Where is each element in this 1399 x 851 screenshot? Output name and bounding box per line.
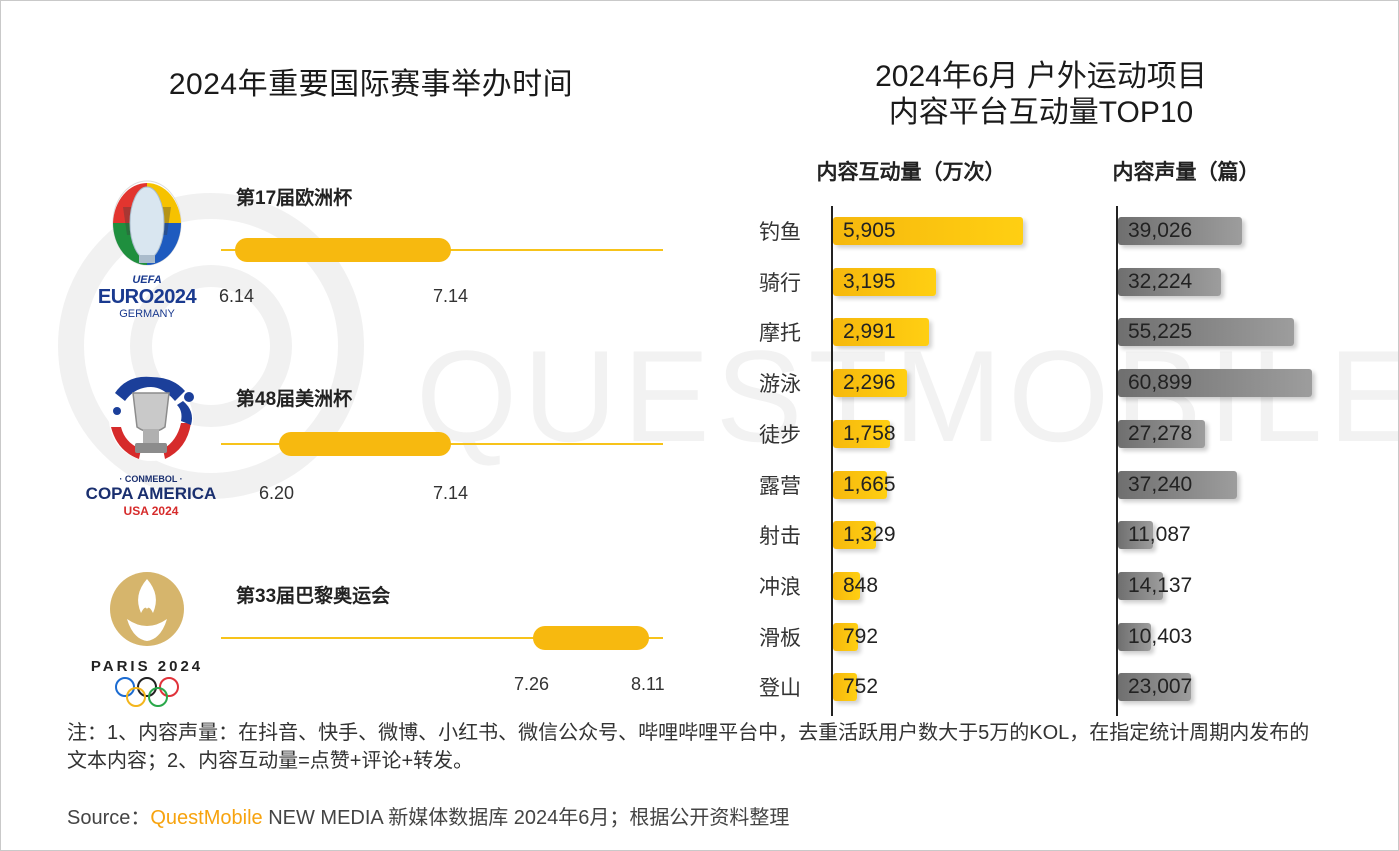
start-date-euro: 6.14 — [219, 286, 255, 306]
value-label-volume: 39,026 — [1128, 219, 1193, 242]
event-name-copa: 第48届美洲杯 — [236, 389, 353, 410]
paris-logo-line-1: PARIS 2024 — [90, 658, 204, 675]
value-label-interaction: 1,329 — [843, 523, 896, 547]
bar-interaction — [833, 571, 860, 600]
source-brand: QuestMobile — [150, 807, 263, 829]
end-date-euro: 7.14 — [433, 286, 469, 306]
start-date-paris: 7.26 — [514, 674, 550, 694]
bar-volume — [1118, 673, 1191, 702]
euro-logo-line-3: GERMANY — [119, 308, 175, 320]
bar-volume — [1118, 622, 1151, 651]
copa-logo-line-2: COPA AMERICA — [85, 484, 217, 503]
axis-volume — [1116, 206, 1118, 716]
value-label-interaction: 848 — [843, 573, 879, 597]
value-label-volume: 11,087 — [1128, 523, 1191, 547]
value-label-interaction: 2,296 — [843, 371, 896, 395]
bar-volume — [1118, 318, 1294, 347]
series-header-interaction: 内容互动量（万次） — [816, 161, 1006, 184]
end-date-paris: 8.11 — [631, 674, 665, 694]
bar-interaction — [833, 673, 857, 702]
timeline-track-paris — [221, 637, 663, 639]
copa-logo-line-1: · CONMEBOL · — [119, 474, 183, 484]
category-label: 骑行 — [759, 271, 801, 295]
category-label: 登山 — [759, 677, 801, 701]
bar-volume — [1118, 419, 1205, 448]
value-label-volume: 27,278 — [1128, 421, 1193, 445]
olympic-rings-icon — [115, 677, 179, 707]
timeline-period-paris — [533, 626, 649, 650]
chart-title-line-2: 内容平台互动量TOP10 — [888, 96, 1194, 129]
copa-america-logo: · CONMEBOL · COPA AMERICA USA 2024 — [83, 371, 219, 521]
bar-volume — [1118, 369, 1312, 398]
value-label-interaction: 5,905 — [843, 219, 896, 242]
copa-america-trophy-icon — [109, 376, 194, 461]
paris-2024-logo: PARIS 2024 — [87, 569, 207, 709]
value-label-volume: 37,240 — [1128, 472, 1193, 496]
source-line: Source：QuestMobile NEW MEDIA 新媒体数据库 2024… — [67, 801, 789, 830]
source-prefix: Source： — [67, 807, 151, 829]
category-label: 摩托 — [759, 322, 801, 346]
value-label-volume: 55,225 — [1128, 320, 1193, 344]
event-name-paris: 第33届巴黎奥运会 — [236, 586, 391, 607]
bar-volume — [1118, 470, 1237, 499]
bar-interaction — [833, 318, 929, 347]
category-label: 游泳 — [759, 373, 801, 397]
bar-interaction — [833, 217, 1023, 245]
event-name-euro: 第17届欧洲杯 — [236, 188, 353, 209]
end-date-copa: 7.14 — [433, 483, 469, 503]
source-rest: NEW MEDIA 新媒体数据库 2024年6月；根据公开资料整理 — [262, 807, 790, 829]
euro-2024-trophy-icon — [112, 180, 182, 266]
euro-logo-line-2: EURO2024 — [97, 286, 197, 308]
euro-logo-line-1: UEFA — [132, 274, 162, 286]
chart-title: 2024年6月 户外运动项目 内容平台互动量TOP10 — [781, 59, 1301, 131]
footnote: 注：1、内容声量：在抖音、快手、微博、小红书、微信公众号、哔哩哔哩平台中，去重活… — [67, 722, 1310, 772]
bar-interaction — [833, 419, 890, 448]
value-label-volume: 60,899 — [1128, 371, 1193, 395]
bar-volume — [1118, 267, 1221, 296]
category-label: 露营 — [759, 474, 801, 498]
bar-interaction — [833, 470, 887, 499]
bar-interaction — [833, 267, 936, 296]
category-label: 徒步 — [759, 423, 801, 447]
value-label-volume: 10,403 — [1128, 624, 1193, 648]
bar-volume — [1118, 217, 1242, 245]
category-label: 射击 — [759, 525, 801, 549]
value-label-volume: 14,137 — [1128, 573, 1193, 597]
value-label-interaction: 3,195 — [843, 269, 896, 293]
paris-2024-flame-icon — [110, 572, 184, 646]
value-label-interaction: 1,665 — [843, 472, 896, 496]
bar-interaction — [833, 622, 858, 651]
series-header-volume: 内容声量（篇） — [1112, 161, 1260, 184]
axis-interaction — [831, 206, 833, 716]
timeline-period-copa — [279, 432, 451, 456]
start-date-copa: 6.20 — [259, 483, 295, 503]
bar-volume — [1118, 521, 1153, 550]
euro-2024-logo: UEFA EURO2024 GERMANY — [87, 177, 207, 322]
value-label-interaction: 2,991 — [843, 320, 896, 344]
copa-logo-line-3: USA 2024 — [123, 504, 179, 518]
value-label-volume: 32,224 — [1128, 269, 1193, 293]
category-label: 冲浪 — [759, 575, 801, 599]
value-label-interaction: 1,758 — [843, 421, 896, 445]
value-label-interaction: 752 — [843, 675, 879, 699]
timeline-title: 2024年重要国际赛事举办时间 — [168, 68, 574, 101]
value-label-interaction: 792 — [843, 624, 879, 648]
category-label: 滑板 — [759, 626, 801, 650]
bar-volume — [1118, 571, 1163, 600]
value-label-volume: 23,007 — [1128, 675, 1193, 699]
chart-title-line-1: 2024年6月 户外运动项目 — [875, 60, 1207, 93]
bar-interaction — [833, 521, 876, 550]
bar-interaction — [833, 369, 907, 398]
category-label: 钓鱼 — [759, 221, 801, 244]
timeline-period-euro — [235, 238, 451, 262]
